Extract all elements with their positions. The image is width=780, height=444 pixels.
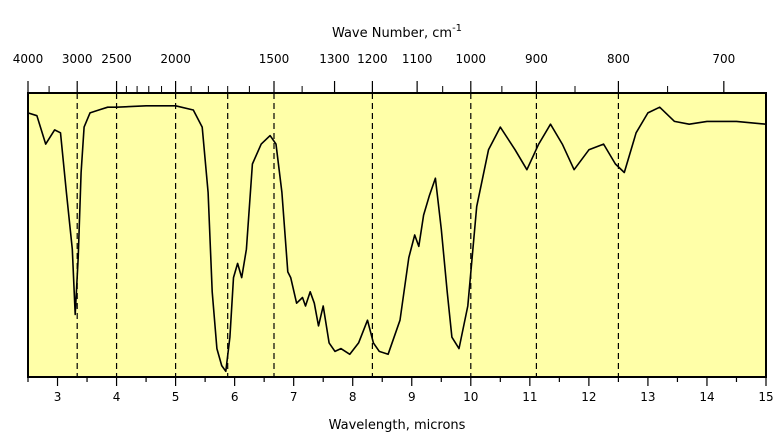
- plot-frame: [27, 92, 767, 378]
- x-tick-label-9: 9: [408, 390, 416, 404]
- x-tick-label-6: 6: [231, 390, 239, 404]
- x2-tick-label-1000: 1000: [456, 52, 487, 66]
- top-axis-title-superscript: -1: [452, 23, 462, 34]
- x-tick-label-14: 14: [699, 390, 714, 404]
- x2-tick-label-900: 900: [525, 52, 548, 66]
- x2-tick-label-1200: 1200: [357, 52, 388, 66]
- x2-tick-label-2000: 2000: [160, 52, 191, 66]
- x2-tick-label-1500: 1500: [259, 52, 290, 66]
- x2-tick-label-700: 700: [712, 52, 735, 66]
- top-axis-title: Wave Number, cm-1: [332, 23, 462, 41]
- spectrum-series-line: [27, 105, 767, 373]
- x2-tick-label-800: 800: [607, 52, 630, 66]
- x2-tick-label-1100: 1100: [402, 52, 433, 66]
- x-axis-title: Wavelength, microns: [329, 418, 466, 433]
- x-tick-label-12: 12: [581, 390, 596, 404]
- x2-tick-label-2500: 2500: [101, 52, 132, 66]
- x-tick-label-5: 5: [172, 390, 180, 404]
- x-tick-label-10: 10: [463, 390, 478, 404]
- bottom-axis-wavelength: 3 4 5 6 7 8 9 10 11 12 13 14 15: [27, 377, 774, 404]
- x-tick-label-8: 8: [349, 390, 357, 404]
- x-tick-label-7: 7: [290, 390, 298, 404]
- dashed-gridlines: [76, 93, 620, 377]
- x2-tick-label-4000: 4000: [13, 52, 44, 66]
- x-tick-label-3: 3: [54, 390, 62, 404]
- x-tick-label-13: 13: [640, 390, 655, 404]
- x2-tick-label-1300: 1300: [319, 52, 350, 66]
- x-tick-label-15: 15: [758, 390, 773, 404]
- plot-background: [28, 93, 766, 377]
- top-axis-wavenumber: 4000 3000 2500 2000 1500 1300 1200 1100 1000 900 8…: [13, 52, 735, 93]
- x-tick-label-4: 4: [113, 390, 121, 404]
- x-tick-label-11: 11: [522, 390, 537, 404]
- x2-tick-label-3000: 3000: [62, 52, 93, 66]
